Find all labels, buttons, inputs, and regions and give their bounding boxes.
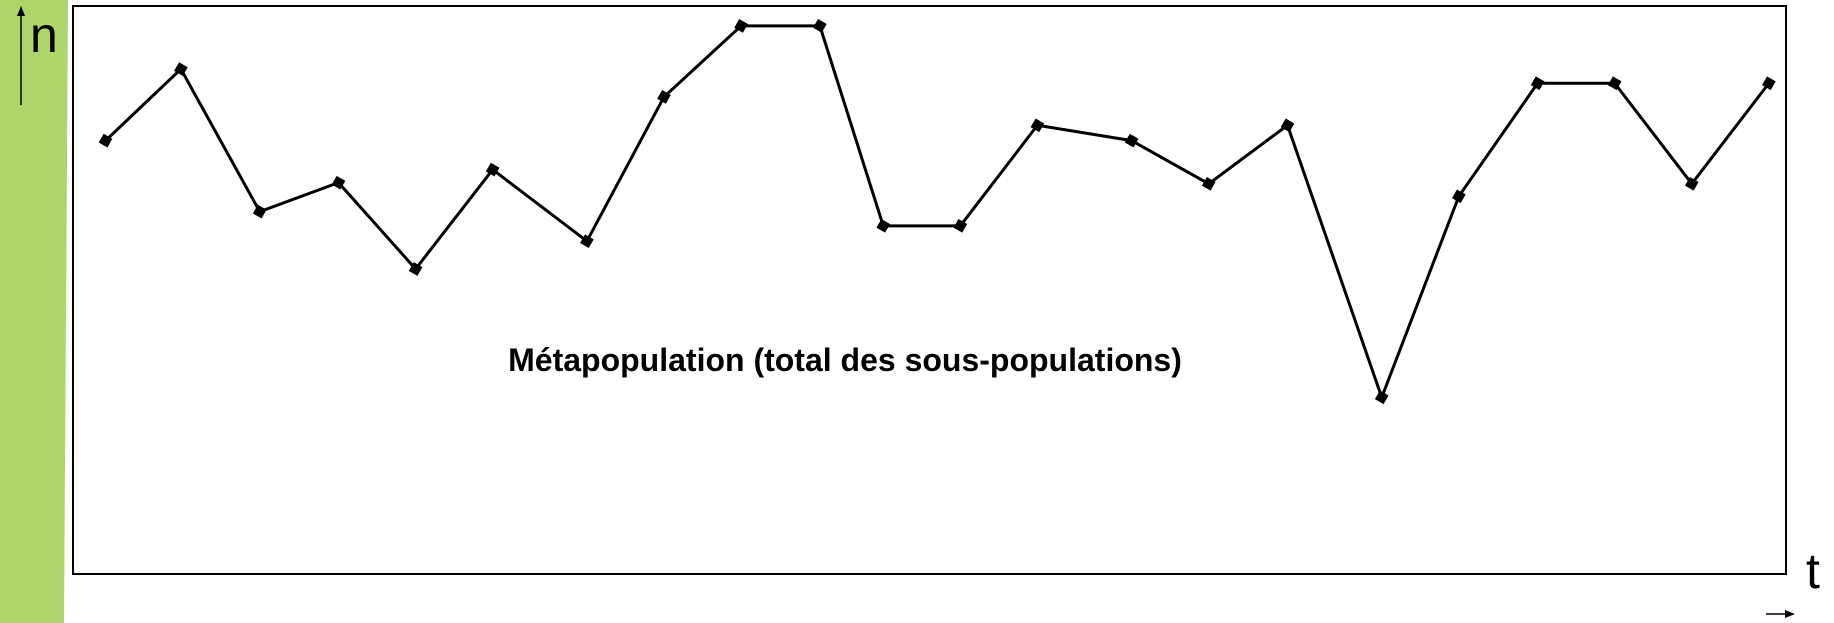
point-marker: [1530, 76, 1545, 91]
annotation: Métapopulation (total des sous-populatio…: [508, 342, 1182, 378]
plot-frame: [72, 5, 1787, 575]
point-marker: [1280, 118, 1295, 133]
point-marker: [813, 19, 827, 33]
point-marker: [174, 62, 188, 76]
point-marker: [98, 133, 113, 148]
point-marker: [1374, 390, 1389, 405]
point-marker: [1762, 76, 1776, 91]
x-axis-label: t: [1806, 543, 1820, 599]
y-axis-label: n: [30, 7, 58, 63]
point-marker: [657, 90, 671, 104]
point-marker: [876, 218, 891, 233]
green-strip: [0, 0, 68, 623]
point-marker: [1451, 189, 1466, 204]
point-marker: [1030, 118, 1045, 133]
point-marker: [580, 234, 594, 248]
point-marker: [252, 204, 267, 219]
point-marker: [485, 162, 500, 177]
point-marker: [1684, 176, 1699, 191]
point-marker: [1201, 176, 1216, 191]
point-marker: [408, 262, 423, 276]
point-marker: [734, 19, 748, 33]
point-marker: [1124, 133, 1139, 148]
x-arrow-head: [1785, 610, 1795, 618]
series-line: [104, 24, 1771, 402]
y-arrow-head: [17, 6, 25, 16]
point-marker: [331, 175, 346, 190]
point-marker: [953, 218, 968, 233]
point-marker: [1607, 76, 1622, 91]
